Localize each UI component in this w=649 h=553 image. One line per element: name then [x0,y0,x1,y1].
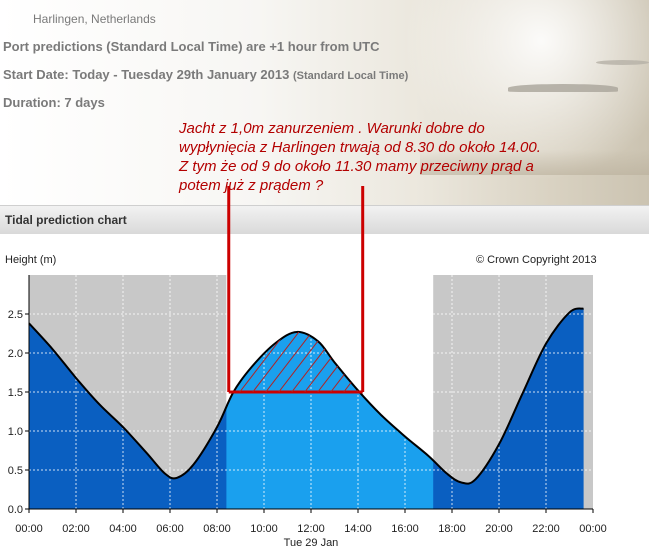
chart-panel-title: Tidal prediction chart [5,213,127,227]
x-tick-label: 22:00 [532,523,560,535]
x-tick-label: 00:00 [15,523,43,535]
x-tick-label: 12:00 [297,523,325,535]
start-date-text: Start Date: Today - Tuesday 29th January… [3,67,290,82]
x-tick-label: 10:00 [250,523,278,535]
x-tick-label: 04:00 [109,523,137,535]
copyright: © Crown Copyright 2013 [476,254,597,266]
x-axis-label: Tue 29 Jan [284,537,339,549]
annotation-line: potem już z prądem ? [179,177,324,194]
prediction-note: Port predictions (Standard Local Time) a… [3,39,380,54]
annotation-line: Jacht z 1,0m zanurzeniem . Warunki dobre… [179,120,485,137]
y-tick-label: 1.5 [8,387,23,399]
x-tick-label: 16:00 [391,523,419,535]
annotation-text: Jacht z 1,0m zanurzeniem . Warunki dobre… [179,119,541,195]
header-island [596,60,649,65]
x-tick-label: 00:00 [579,523,607,535]
y-tick-label: 0.5 [8,465,23,477]
duration: Duration: 7 days [3,95,105,110]
port-location: Harlingen, Netherlands [33,12,156,26]
header-island [508,84,618,92]
tide-curve [28,307,584,485]
y-tick-label: 1.0 [8,426,23,438]
x-tick-label: 14:00 [344,523,372,535]
x-tick-label: 20:00 [485,523,513,535]
x-tick-label: 06:00 [156,523,184,535]
y-axis-label: Height (m) [5,254,57,266]
y-tick-label: 0.0 [8,504,23,516]
chart-panel-header: Tidal prediction chart [0,205,649,234]
start-date-note: (Standard Local Time) [292,70,409,82]
hatch-line [265,326,317,392]
x-tick-label: 18:00 [438,523,466,535]
x-tick-label: 02:00 [62,523,90,535]
annotation-line: wypłynięcia z Harlingen trwają od 8.30 d… [179,139,541,156]
y-tick-label: 2.0 [8,348,23,360]
y-tick-label: 2.5 [8,309,23,321]
header-cloud-band [420,150,649,175]
hatch-line [252,326,304,392]
x-tick-label: 08:00 [203,523,231,535]
start-date: Start Date: Today - Tuesday 29th January… [3,67,408,82]
annotation-line: Z tym że od 9 do około 11.30 mamy przeci… [179,158,534,175]
